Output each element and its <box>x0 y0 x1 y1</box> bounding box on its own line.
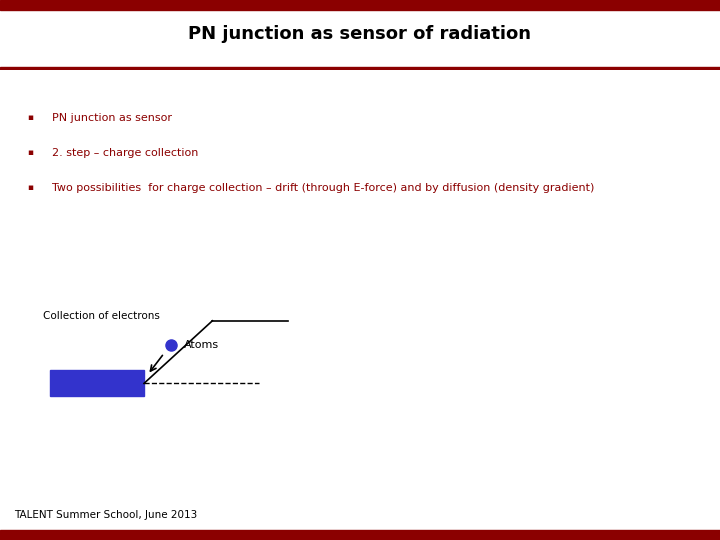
Text: ▪: ▪ <box>27 113 34 123</box>
Text: Atoms: Atoms <box>184 340 219 349</box>
Text: PN junction as sensor of radiation: PN junction as sensor of radiation <box>189 25 531 43</box>
Bar <box>50 370 144 396</box>
Text: ▪: ▪ <box>27 148 34 157</box>
Bar <box>0 0 720 10</box>
Text: ▪: ▪ <box>27 183 34 192</box>
Bar <box>0 67 720 70</box>
Text: PN junction as sensor: PN junction as sensor <box>52 113 172 124</box>
Text: Two possibilities  for charge collection – drift (through E-force) and by diffus: Two possibilities for charge collection … <box>52 183 594 193</box>
Text: TALENT Summer School, June 2013: TALENT Summer School, June 2013 <box>14 510 198 521</box>
Text: Collection of electrons: Collection of electrons <box>43 312 160 321</box>
Text: 2. step – charge collection: 2. step – charge collection <box>52 148 198 158</box>
Bar <box>0 530 720 540</box>
